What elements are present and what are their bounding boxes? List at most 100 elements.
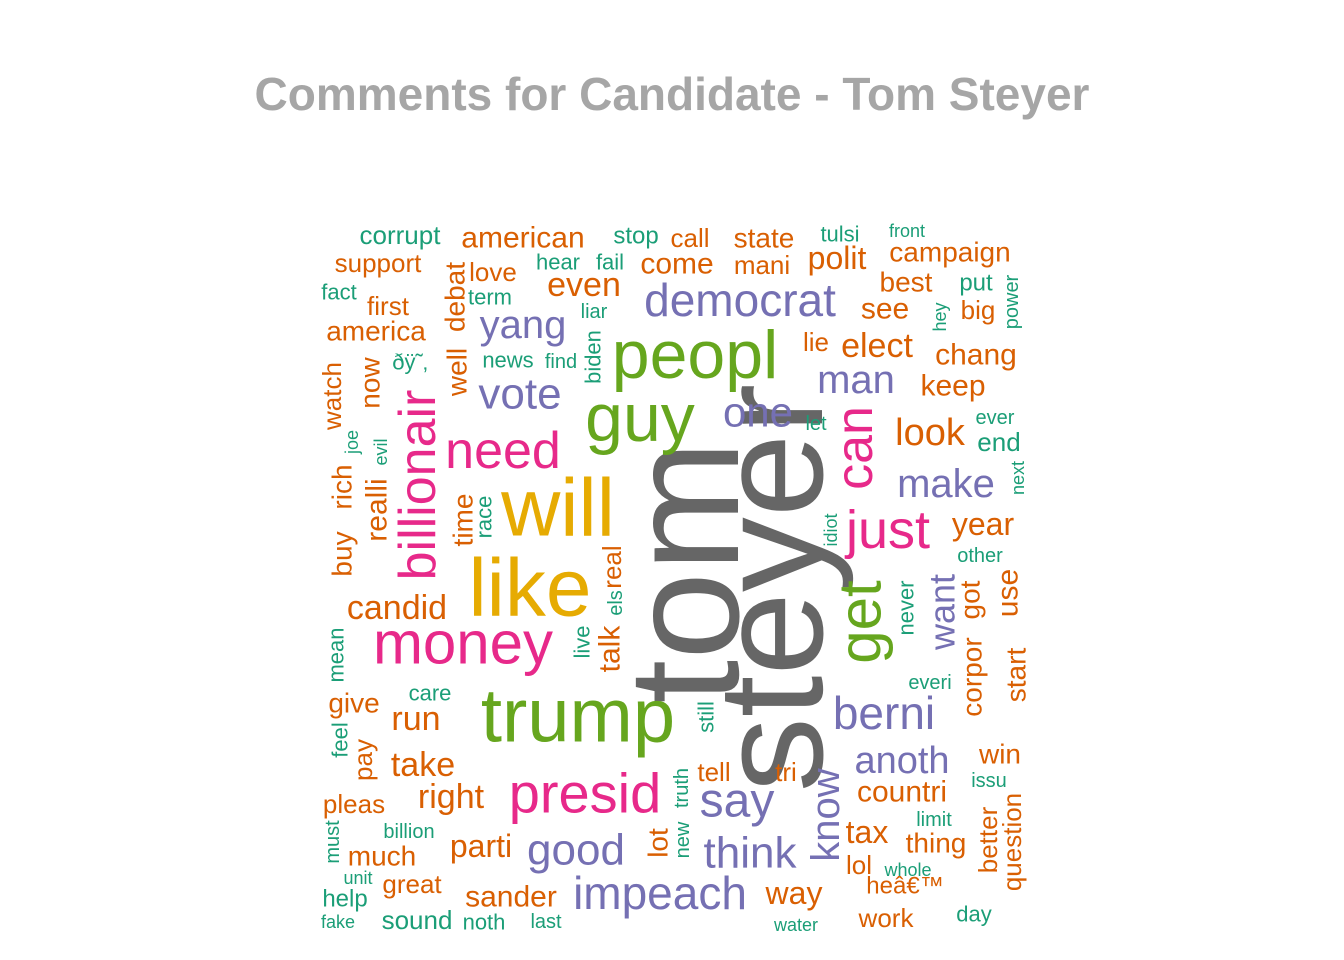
word-72: evil xyxy=(371,438,391,465)
word-121: whole xyxy=(883,860,931,880)
word-132: noth xyxy=(463,910,506,935)
word-68: ever xyxy=(976,407,1015,429)
word-21: yang xyxy=(480,303,567,347)
word-104: truth xyxy=(671,768,693,808)
word-57: elect xyxy=(841,327,913,365)
word-44: put xyxy=(959,270,993,297)
word-115: thing xyxy=(906,828,967,859)
word-20: vote xyxy=(478,370,561,419)
word-122: unit xyxy=(343,868,372,888)
word-25: know xyxy=(804,768,848,861)
word-51: liar xyxy=(581,301,608,323)
word-76: time xyxy=(448,494,479,547)
word-123: great xyxy=(382,869,442,899)
word-24: make xyxy=(897,462,995,506)
word-97: still xyxy=(694,701,719,733)
word-88: never xyxy=(894,580,919,635)
word-28: corrupt xyxy=(360,220,442,250)
word-108: pleas xyxy=(323,789,385,819)
word-15: impeach xyxy=(573,867,747,919)
word-129: day xyxy=(956,902,991,927)
word-47: term xyxy=(468,285,512,310)
word-39: fail xyxy=(596,250,624,275)
word-38: hear xyxy=(536,250,580,275)
word-60: find xyxy=(545,351,577,373)
word-130: fake xyxy=(321,912,355,932)
word-22: one xyxy=(723,389,793,436)
word-112: billion xyxy=(383,821,434,843)
word-133: last xyxy=(530,911,562,933)
word-118: new xyxy=(672,821,694,858)
word-48: even xyxy=(547,266,621,304)
word-125: heâ€™ xyxy=(866,873,943,900)
word-33: tulsi xyxy=(820,222,859,247)
word-61: biden xyxy=(581,330,606,384)
word-82: real xyxy=(597,545,627,588)
word-41: mani xyxy=(734,250,790,280)
word-4: guy xyxy=(585,380,695,456)
word-111: limit xyxy=(916,809,952,831)
word-63: well xyxy=(442,348,473,397)
word-58: chang xyxy=(935,339,1017,372)
word-55: america xyxy=(326,316,426,347)
word-36: support xyxy=(335,248,422,278)
word-92: start xyxy=(1001,648,1032,703)
word-52: see xyxy=(861,293,909,326)
word-70: let xyxy=(805,413,827,435)
word-99: pay xyxy=(348,739,378,781)
word-89: mean xyxy=(324,627,349,682)
word-54: big xyxy=(961,295,996,325)
word-128: work xyxy=(858,903,915,933)
word-66: keep xyxy=(920,370,985,403)
word-9: presid xyxy=(509,762,662,825)
word-79: idiot xyxy=(821,513,841,546)
word-109: better xyxy=(973,806,1003,873)
word-10: need xyxy=(445,422,561,480)
word-131: sound xyxy=(382,905,453,935)
word-113: must xyxy=(322,820,344,864)
word-120: lol xyxy=(846,850,872,880)
word-98: feel xyxy=(328,722,353,757)
word-117: lot xyxy=(643,828,674,858)
word-18: think xyxy=(704,829,798,878)
word-85: got xyxy=(955,580,986,619)
word-81: buy xyxy=(327,531,358,576)
word-78: year xyxy=(952,506,1015,542)
word-11: billionair xyxy=(389,390,447,581)
word-126: help xyxy=(322,886,367,913)
word-40: come xyxy=(640,248,713,281)
word-35: campaign xyxy=(889,237,1010,268)
chart-title: Comments for Candidate - Tom Steyer xyxy=(254,68,1090,120)
word-101: win xyxy=(978,739,1021,770)
word-87: candid xyxy=(347,589,447,627)
word-119: much xyxy=(348,841,416,872)
word-49: first xyxy=(367,291,410,321)
word-23: man xyxy=(817,358,895,402)
word-0: tom xyxy=(596,440,772,703)
word-94: everi xyxy=(908,672,951,694)
word-67: look xyxy=(895,412,966,454)
word-50: debat xyxy=(440,262,471,332)
word-100: take xyxy=(391,746,455,784)
word-71: joe xyxy=(342,430,362,455)
word-31: call xyxy=(670,223,709,253)
word-73: next xyxy=(1008,461,1028,495)
word-45: power xyxy=(1001,274,1023,329)
word-105: issu xyxy=(971,770,1007,792)
word-134: water xyxy=(773,915,818,935)
word-90: live xyxy=(570,625,595,658)
word-124: way xyxy=(765,875,823,911)
word-46: fact xyxy=(321,280,356,305)
word-110: question xyxy=(997,793,1027,891)
word-83: els xyxy=(605,590,627,616)
word-65: watch xyxy=(317,362,347,431)
word-29: american xyxy=(461,222,584,255)
word-32: state xyxy=(734,223,795,254)
word-114: tax xyxy=(846,814,889,850)
word-42: polit xyxy=(808,240,867,276)
word-8: money xyxy=(373,610,553,677)
word-27: anoth xyxy=(854,740,949,782)
word-84: corpor xyxy=(957,637,988,716)
word-43: best xyxy=(880,267,933,298)
